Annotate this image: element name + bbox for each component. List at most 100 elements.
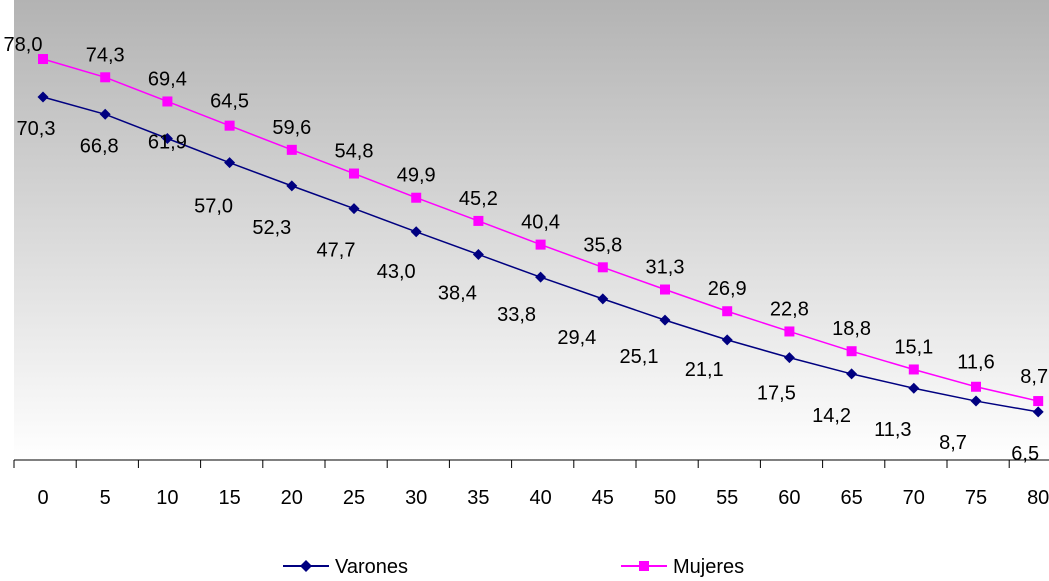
data-point-varones <box>846 368 858 380</box>
x-tick-label: 70 <box>903 487 925 509</box>
legend-marker <box>639 561 649 571</box>
data-point-varones <box>970 395 982 407</box>
data-point-varones <box>908 382 920 394</box>
data-label-mujeres: 78,0 <box>4 34 43 56</box>
data-labels: 70,3 66,8 61,9 57,0 52,3 47,7 43,0 38,4 33,8 29,4… <box>4 34 1049 465</box>
x-tick-label: 50 <box>654 487 676 509</box>
data-label-varones: 47,7 <box>317 240 356 262</box>
data-point-varones <box>659 314 671 326</box>
data-point-varones <box>783 352 795 364</box>
data-label-varones: 17,5 <box>757 383 796 405</box>
data-point-varones <box>535 271 547 283</box>
x-tick-label: 35 <box>467 487 489 509</box>
series-mujeres <box>38 54 1044 407</box>
data-point-mujeres <box>162 96 173 107</box>
data-point-varones <box>1032 406 1044 418</box>
data-point-mujeres <box>971 381 981 392</box>
data-point-mujeres <box>908 364 919 375</box>
data-label-varones: 29,4 <box>557 327 596 349</box>
series-layer <box>37 54 1044 418</box>
data-point-mujeres <box>784 326 795 337</box>
x-tick-label: 25 <box>343 487 365 509</box>
x-tick-label: 30 <box>405 487 427 509</box>
data-label-varones: 11,3 <box>874 419 911 441</box>
x-tick-label: 10 <box>156 487 178 509</box>
data-point-varones <box>99 108 111 120</box>
x-tick-label: 60 <box>778 487 800 509</box>
data-label-mujeres: 59,6 <box>272 117 311 139</box>
data-point-mujeres <box>38 54 48 65</box>
data-point-mujeres <box>1033 396 1044 407</box>
x-tick-label: 80 <box>1027 487 1049 509</box>
data-point-mujeres <box>535 239 546 250</box>
data-point-mujeres <box>722 306 733 317</box>
legend: Varones Mujeres <box>283 556 744 578</box>
x-tick-label: 65 <box>840 487 862 509</box>
data-label-varones: 66,8 <box>80 135 119 157</box>
data-label-varones: 33,8 <box>497 304 536 326</box>
data-point-varones <box>597 293 609 305</box>
data-label-mujeres: 31,3 <box>646 257 685 279</box>
data-point-mujeres <box>349 168 359 179</box>
data-label-varones: 38,4 <box>438 282 477 304</box>
data-label-mujeres: 15,1 <box>894 336 933 358</box>
legend-marker <box>300 560 312 572</box>
data-label-mujeres: 35,8 <box>583 234 622 256</box>
x-tick-label: 15 <box>218 487 240 509</box>
data-label-mujeres: 11,6 <box>957 352 994 374</box>
data-point-varones <box>721 334 733 346</box>
data-label-varones: 25,1 <box>620 346 659 368</box>
data-label-varones: 21,1 <box>685 359 724 381</box>
x-tick-label: 45 <box>592 487 614 509</box>
x-tick-label: 5 <box>100 487 111 509</box>
data-point-varones <box>224 157 236 169</box>
data-label-mujeres: 69,4 <box>148 68 187 90</box>
data-point-mujeres <box>286 144 297 155</box>
data-label-varones: 52,3 <box>252 217 291 239</box>
data-point-mujeres <box>597 262 608 273</box>
data-label-mujeres: 45,2 <box>459 188 498 210</box>
data-label-varones: 43,0 <box>377 261 416 283</box>
x-tick-label: 75 <box>965 487 987 509</box>
data-point-mujeres <box>846 346 857 357</box>
data-point-mujeres <box>224 120 235 131</box>
data-label-varones: 70,3 <box>17 118 56 140</box>
data-point-mujeres <box>411 192 422 203</box>
data-point-mujeres <box>473 215 484 226</box>
data-label-mujeres: 54,8 <box>335 141 374 163</box>
data-point-varones <box>472 248 484 260</box>
data-point-mujeres <box>100 72 111 83</box>
data-label-mujeres: 26,9 <box>708 278 747 300</box>
data-label-mujeres: 22,8 <box>770 298 809 320</box>
data-point-varones <box>410 226 422 238</box>
x-tick-label: 0 <box>37 487 48 509</box>
x-tick-label: 55 <box>716 487 738 509</box>
x-tick-label: 20 <box>281 487 303 509</box>
legend-label: Mujeres <box>673 556 744 578</box>
data-label-mujeres: 74,3 <box>86 44 125 66</box>
data-point-varones <box>348 203 360 215</box>
data-label-varones: 61,9 <box>148 131 187 153</box>
data-point-varones <box>286 180 298 192</box>
legend-label: Varones <box>335 556 408 578</box>
data-label-mujeres: 8,7 <box>1020 366 1048 388</box>
data-point-varones <box>37 91 49 103</box>
data-label-mujeres: 49,9 <box>397 165 436 187</box>
data-label-varones: 6,5 <box>1011 443 1039 465</box>
legend-item-varones: Varones <box>283 556 408 578</box>
plot-area <box>14 0 1049 460</box>
series-varones <box>37 91 1044 418</box>
data-label-varones: 57,0 <box>194 196 233 218</box>
x-axis: 0 5 10 15 20 25 30 35 40 45 50 55 60 65 70 75 80 <box>13 459 1049 509</box>
data-label-varones: 14,2 <box>812 405 851 427</box>
data-point-varones <box>161 132 173 144</box>
legend-item-mujeres: Mujeres <box>621 556 744 578</box>
data-label-mujeres: 64,5 <box>210 91 249 113</box>
data-label-varones: 8,7 <box>939 432 967 454</box>
x-tick-label: 40 <box>529 487 551 509</box>
data-point-mujeres <box>660 284 670 295</box>
data-label-mujeres: 18,8 <box>832 318 871 340</box>
data-label-mujeres: 40,4 <box>521 212 560 234</box>
